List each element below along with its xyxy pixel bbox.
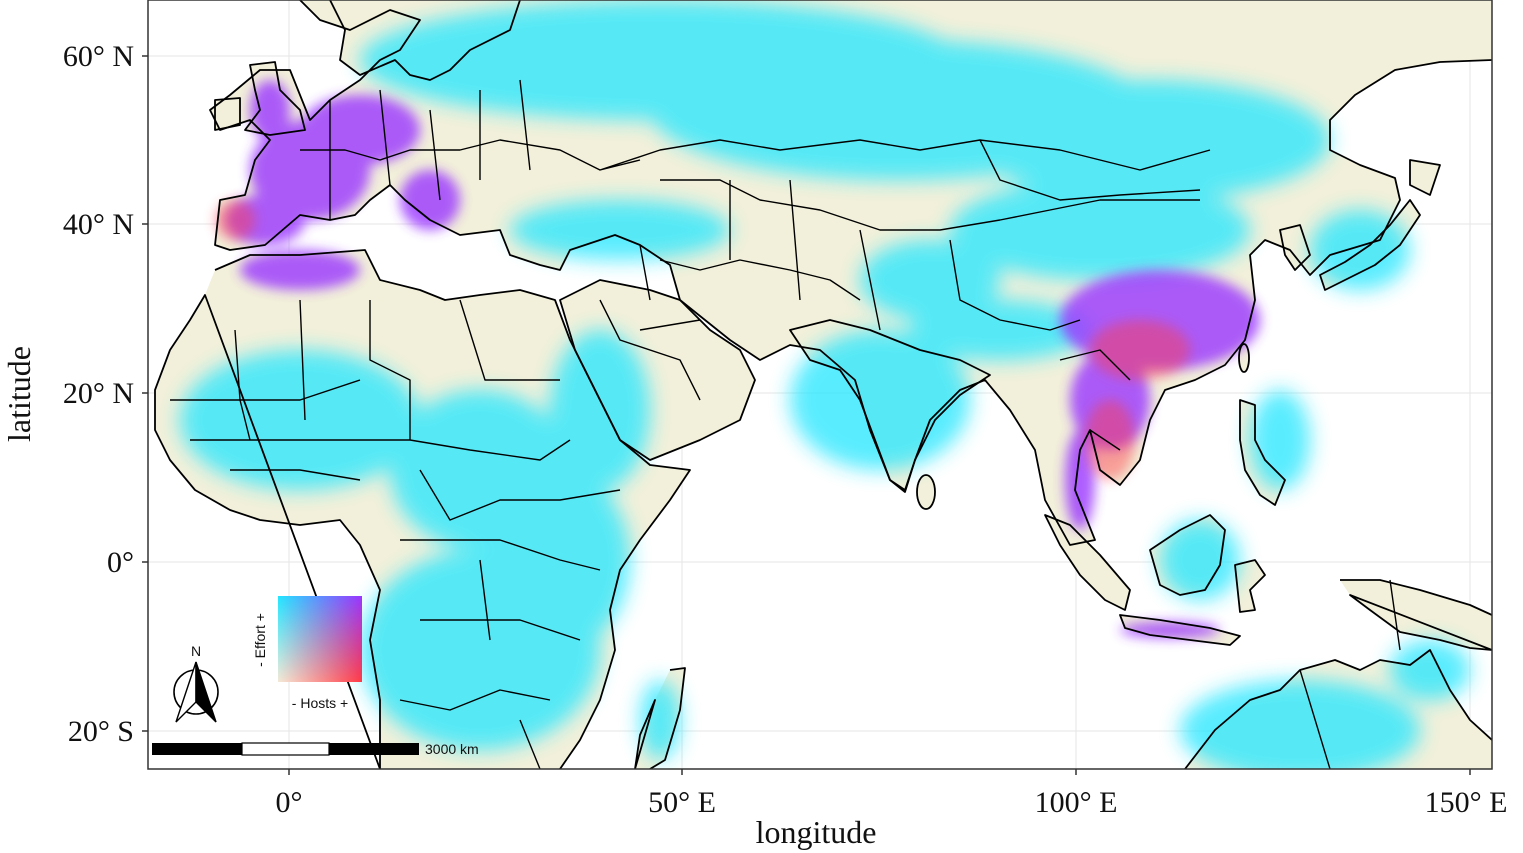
y-tick-label: 20° S	[68, 715, 134, 748]
x-axis-title: longitude	[756, 814, 877, 850]
coast-sulawesi	[1234, 559, 1266, 613]
coast-britain	[244, 61, 306, 136]
legend-effort-label: - Effort +	[252, 613, 268, 667]
x-tick-label: 50° E	[648, 786, 716, 819]
coast-philippines	[1239, 399, 1286, 506]
land-taiwan	[1239, 344, 1249, 372]
coast-korea	[1279, 224, 1311, 271]
land-sri-lanka	[917, 475, 935, 509]
y-tick-label: 0°	[107, 546, 134, 579]
coast-japan	[1319, 199, 1421, 291]
north-label: N	[191, 643, 201, 659]
y-axis: 60° N 40° N 20° N 0° 20° S latitude	[1, 40, 148, 748]
land-ireland	[215, 98, 240, 130]
coast-arabia	[559, 279, 756, 461]
bivariate-legend: - Effort + - Hosts +	[252, 596, 362, 711]
coast-java	[1119, 614, 1241, 646]
y-tick-label: 60° N	[63, 40, 134, 73]
land-new-guinea	[1340, 580, 1492, 650]
north-arrow-right	[195, 661, 217, 723]
internal-borders	[170, 79, 1401, 769]
coast-ireland	[214, 97, 241, 131]
coast-new-guinea	[1340, 579, 1492, 651]
coast-sumatra	[1044, 514, 1131, 611]
y-tick-label: 20° N	[63, 377, 134, 410]
north-arrow: N	[173, 643, 219, 723]
x-axis: 0° 50° E 100° E 150° E longitude	[276, 769, 1508, 850]
y-tick-label: 40° N	[63, 208, 134, 241]
country-borders	[154, 0, 1492, 769]
coast-australia	[1184, 649, 1492, 769]
coast-sri-lanka	[916, 474, 936, 510]
coast-madagascar	[634, 667, 686, 769]
legend-hosts-label: - Hosts +	[292, 695, 348, 711]
x-tick-label: 100° E	[1035, 786, 1118, 819]
panel-border	[147, 0, 1493, 770]
coast-scandinavia	[329, 0, 521, 81]
legend-top-gradient	[278, 596, 362, 682]
coast-taiwan	[1238, 343, 1250, 373]
coast-hokkaido	[1409, 159, 1441, 196]
land-sulawesi	[1235, 560, 1265, 612]
x-tick-label: 0°	[276, 786, 303, 819]
x-tick-label: 150° E	[1425, 786, 1508, 819]
coast-borneo	[1149, 514, 1226, 596]
scale-bar-label: 3000 km	[425, 741, 479, 757]
map-panel	[148, 0, 1492, 769]
scale-bar: 3000 km	[152, 741, 479, 757]
y-axis-title: latitude	[1, 346, 37, 442]
coast-india	[789, 319, 991, 493]
coast-eurasia	[209, 0, 1492, 546]
